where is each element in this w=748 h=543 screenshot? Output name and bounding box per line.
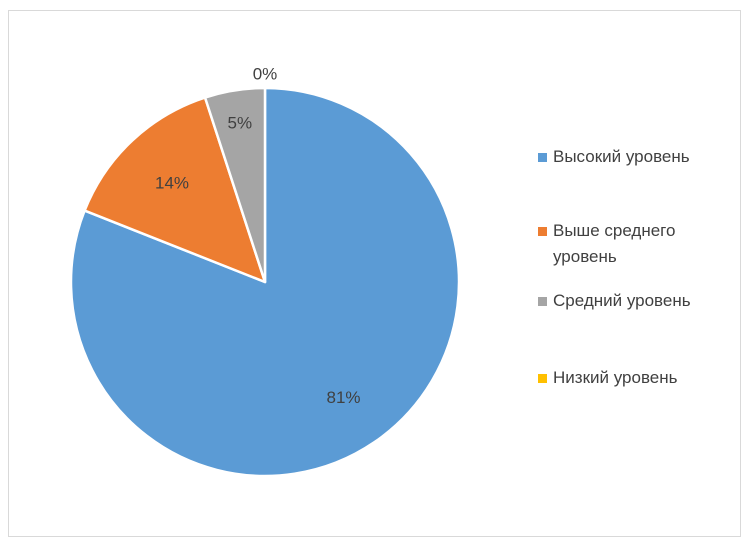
legend-swatch [538,374,547,383]
legend-label: Средний уровень [553,291,691,310]
legend-swatch [538,153,547,162]
legend-label: Высокий уровень [553,147,690,166]
data-label-3: 5% [228,114,253,133]
pie-slice-3 [203,86,267,284]
legend-item-2: Выше среднего уровень [538,218,738,270]
legend-item-3: Средний уровень [538,288,738,314]
data-label-1: 81% [326,388,360,407]
legend-swatch [538,297,547,306]
data-label-4: 0% [253,65,278,84]
data-label-2: 14% [155,174,189,193]
legend-item-1: Высокий уровень [538,144,738,170]
legend-item-4: Низкий уровень [538,365,738,391]
legend-label: Выше среднего уровень [553,221,676,266]
legend-label: Низкий уровень [553,368,678,387]
legend-swatch [538,227,547,236]
